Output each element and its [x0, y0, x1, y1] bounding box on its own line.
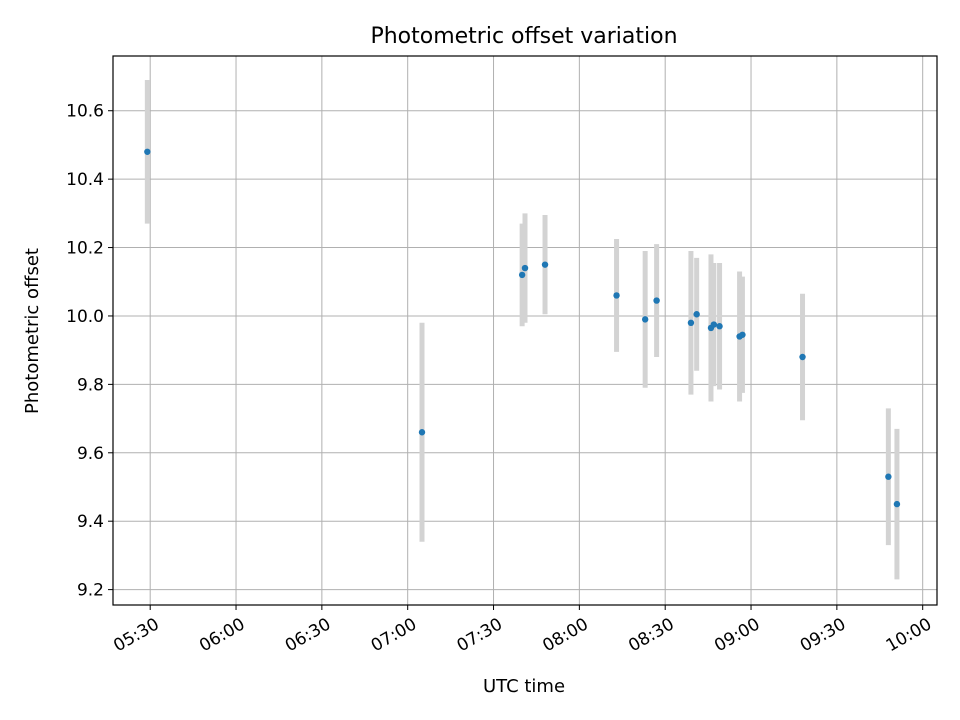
- data-point: [693, 311, 700, 318]
- data-point: [710, 321, 718, 328]
- y-tick-label: 10.6: [66, 102, 104, 122]
- y-axis-ticks: 9.2 9.4 9.6 9.8 10.0 10.2 10.4 10.6: [66, 102, 113, 601]
- plot-frame: [112, 55, 938, 606]
- data-point: [641, 316, 649, 323]
- x-axis-ticks: 05:30 06:00 06:30 07:00 07:30 08:00 08:30 09:00…: [110, 605, 935, 656]
- data-point: [518, 271, 526, 279]
- x-tick-label: 06:30: [282, 614, 334, 656]
- data-point: [144, 148, 151, 155]
- x-tick-label: 07:30: [454, 614, 506, 656]
- grid: [113, 56, 937, 605]
- y-tick-label: 10.2: [66, 239, 104, 259]
- data-point: [653, 297, 660, 304]
- x-tick-label: 10:00: [883, 614, 935, 656]
- chart-title: Photometric offset variation: [370, 24, 677, 49]
- data-point: [521, 264, 529, 272]
- data-point: [739, 331, 746, 338]
- y-tick-label: 9.4: [77, 512, 104, 532]
- data-point: [799, 353, 806, 361]
- x-tick-label: 08:00: [539, 614, 591, 656]
- y-tick-label: 10.4: [66, 170, 104, 190]
- error-bars: [144, 79, 900, 580]
- x-tick-label: 07:00: [368, 614, 420, 656]
- data-point: [541, 261, 549, 268]
- data-point: [418, 429, 426, 436]
- y-tick-label: 9.6: [77, 444, 104, 464]
- y-tick-label: 9.2: [77, 581, 104, 601]
- data-point: [613, 292, 620, 299]
- y-tick-label: 9.8: [77, 375, 104, 395]
- data-point: [687, 319, 695, 327]
- y-axis-label: Photometric offset: [22, 248, 43, 414]
- x-axis-label: UTC time: [483, 676, 565, 697]
- x-tick-label: 06:00: [196, 614, 248, 656]
- x-tick-label: 08:30: [625, 614, 677, 656]
- x-tick-label: 05:30: [110, 614, 162, 656]
- x-tick-label: 09:30: [797, 614, 849, 656]
- data-points: [144, 148, 901, 508]
- x-tick-label: 09:00: [711, 614, 763, 656]
- data-point: [716, 323, 723, 330]
- data-point: [885, 473, 892, 480]
- data-point: [893, 500, 901, 508]
- y-tick-label: 10.0: [66, 307, 104, 327]
